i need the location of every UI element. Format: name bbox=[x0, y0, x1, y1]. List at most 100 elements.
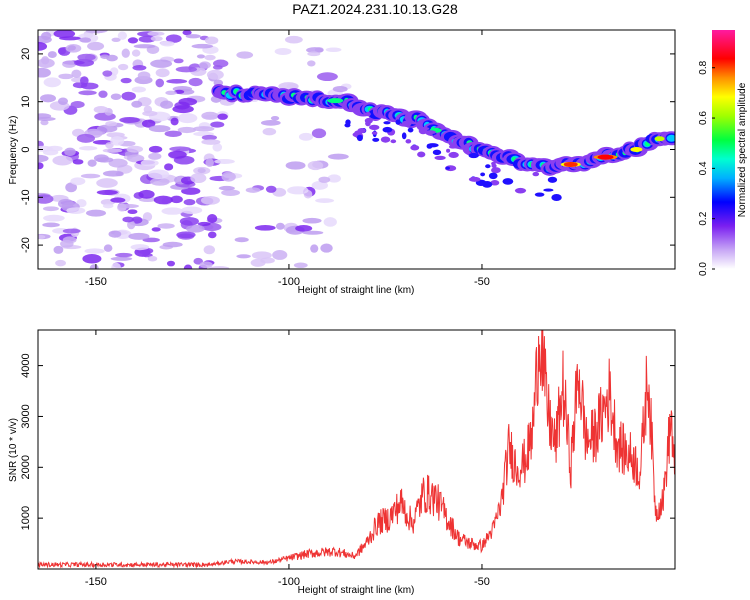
spectrogram-cell bbox=[176, 231, 196, 239]
spectrogram-cell bbox=[390, 139, 397, 144]
spectrogram-cell bbox=[86, 209, 107, 217]
spectrogram-peak-cell bbox=[654, 136, 665, 142]
spectrogram-cell bbox=[126, 145, 144, 153]
x-tick-label: -150 bbox=[85, 276, 107, 288]
spectrogram-cell bbox=[357, 127, 366, 134]
spectrogram-cell bbox=[38, 145, 53, 152]
spectrogram-cell bbox=[78, 146, 98, 151]
spectrogram-cell bbox=[67, 45, 76, 51]
spectrogram-cell bbox=[204, 54, 216, 61]
spectrogram-cell bbox=[138, 35, 156, 43]
x-tick-label: -150 bbox=[85, 576, 107, 588]
colorbar-label: Normalized spectral amplitude bbox=[737, 82, 748, 217]
spectrogram-cell bbox=[43, 77, 61, 88]
spectrogram-cell bbox=[201, 139, 221, 145]
spectrogram-cell bbox=[137, 71, 151, 80]
spectrogram-cell bbox=[128, 232, 150, 240]
spectrogram-cell bbox=[127, 37, 139, 44]
spectrogram-cell bbox=[480, 172, 486, 177]
spectrogram-cell bbox=[157, 223, 175, 229]
spectrogram-cell bbox=[142, 237, 160, 243]
spectrogram-cell bbox=[491, 161, 496, 166]
spectrogram-cell bbox=[420, 127, 430, 131]
spectrogram-cell bbox=[307, 60, 316, 67]
spectrogram-cell bbox=[47, 51, 57, 58]
spectrogram-cell bbox=[102, 148, 123, 153]
spectrogram-cell bbox=[168, 150, 187, 159]
spectrogram-peak-cell bbox=[563, 161, 578, 167]
spectrogram-cell bbox=[188, 77, 203, 87]
spectrogram-cell bbox=[371, 131, 378, 135]
spectrogram-xlabel: Height of straight line (km) bbox=[298, 285, 415, 296]
spectrogram-cell bbox=[365, 111, 371, 117]
spectrogram-cell bbox=[165, 34, 182, 43]
spectrogram-cell bbox=[307, 160, 324, 171]
spectrogram-cell bbox=[217, 113, 228, 120]
spectrogram-cell bbox=[105, 121, 117, 127]
spectrogram-cell bbox=[320, 243, 333, 253]
spectrogram-cell bbox=[345, 119, 351, 126]
spectrogram-cell bbox=[170, 195, 183, 204]
spectrogram-cell bbox=[287, 186, 309, 195]
spectrogram-cell bbox=[260, 120, 281, 126]
spectrogram-cell bbox=[117, 204, 139, 209]
spectrogram-cell bbox=[102, 203, 114, 209]
spectrogram-cell bbox=[132, 65, 147, 71]
spectrogram-cell bbox=[62, 228, 81, 234]
spectrogram-cell bbox=[197, 168, 206, 174]
spectrogram-cell bbox=[181, 206, 203, 214]
spectrogram-cell bbox=[307, 51, 321, 57]
spectrogram-cell bbox=[119, 116, 140, 123]
spectrogram-cell bbox=[102, 170, 124, 177]
spectrogram-cell bbox=[380, 136, 391, 143]
spectrogram-cell bbox=[102, 70, 113, 77]
spectrogram-cell bbox=[209, 266, 230, 269]
spectrogram-cell bbox=[148, 125, 171, 133]
spectrogram-cell bbox=[121, 91, 136, 101]
spectrogram-cell bbox=[207, 214, 218, 224]
spectrogram-cell bbox=[468, 176, 481, 182]
spectrogram-cell bbox=[284, 35, 303, 44]
spectrogram-cell bbox=[62, 60, 77, 68]
spectrogram-cell bbox=[212, 143, 223, 152]
x-tick-label: -50 bbox=[474, 276, 490, 288]
spectrogram-cell bbox=[147, 31, 165, 36]
spectrogram-cell bbox=[117, 31, 128, 40]
spectrogram-plot-area bbox=[38, 30, 675, 269]
spectrogram-cell bbox=[148, 152, 162, 160]
spectrogram-cell bbox=[78, 90, 97, 96]
spectrogram-cell bbox=[543, 188, 554, 192]
spectrogram-cell bbox=[52, 155, 73, 166]
spectrogram-cell bbox=[57, 97, 68, 106]
spectrogram-peak-cell bbox=[597, 154, 614, 160]
spectrogram-cell bbox=[131, 100, 143, 108]
spectrogram-cell bbox=[417, 151, 426, 158]
spectrogram-cell bbox=[115, 252, 133, 258]
spectrogram-cell bbox=[127, 209, 138, 215]
y-tick-label: 0 bbox=[20, 146, 32, 152]
spectrogram-cell bbox=[65, 182, 78, 193]
spectrogram-cell bbox=[150, 36, 163, 42]
spectrogram-cell bbox=[110, 135, 125, 146]
spectrogram-cell bbox=[57, 47, 66, 55]
spectrogram-cell bbox=[175, 66, 198, 73]
spectrogram-cell bbox=[221, 189, 241, 196]
spectrogram-cell bbox=[40, 119, 49, 126]
spectrogram-cell bbox=[272, 250, 288, 260]
spectrogram-cell bbox=[205, 158, 214, 168]
y-tick-label: 3000 bbox=[20, 404, 32, 428]
colorbar-tick-label: 0.2 bbox=[698, 211, 709, 225]
spectrogram-cell bbox=[70, 101, 85, 109]
colorbar-tick-label: 0.6 bbox=[698, 111, 709, 125]
spectrogram-cell bbox=[369, 124, 380, 131]
spectrogram-cell bbox=[66, 207, 86, 214]
spectrogram-cell bbox=[318, 176, 331, 183]
spectrogram-cell bbox=[177, 126, 197, 134]
spectrogram-cell bbox=[108, 158, 128, 168]
spectrogram-cell bbox=[150, 59, 173, 68]
spectrogram-cell bbox=[76, 133, 95, 143]
spectrogram-cell bbox=[311, 180, 329, 190]
spectrogram-cell bbox=[121, 48, 130, 58]
spectrogram-cell bbox=[82, 253, 102, 264]
spectrogram-cell bbox=[172, 105, 194, 114]
